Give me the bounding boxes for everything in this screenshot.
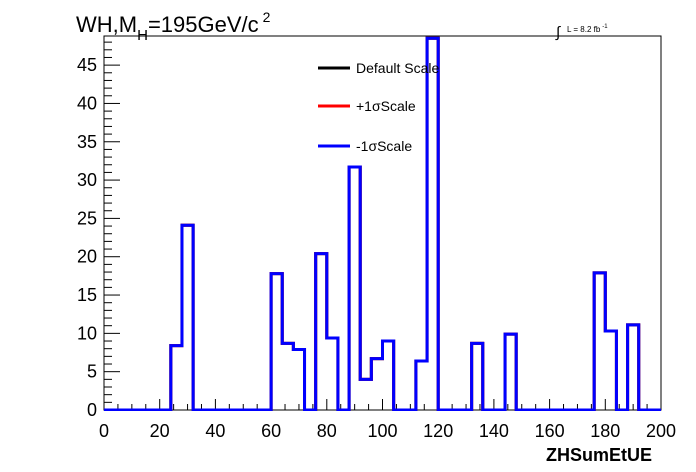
y-tick-label: 45 [77, 55, 97, 75]
legend-label: -1σScale [356, 138, 412, 154]
x-axis: 0 20 40 60 80 100 120 140 160 180 200 [99, 399, 676, 441]
y-tick-label: 10 [77, 323, 97, 343]
x-tick-label: 180 [590, 421, 620, 441]
x-tick-label: 140 [479, 421, 509, 441]
series-line-3 [104, 36, 661, 411]
x-tick-label: 200 [646, 421, 676, 441]
y-tick-label: 30 [77, 170, 97, 190]
y-tick-label: 40 [77, 93, 97, 113]
legend: Default Scale +1σScale -1σScale [318, 60, 439, 154]
series-layer [104, 36, 661, 411]
luminosity-label: L = 8.2 fb -1 [567, 24, 608, 34]
y-tick-label: 5 [87, 362, 97, 382]
legend-label: Default Scale [356, 60, 439, 76]
x-tick-label: 40 [205, 421, 225, 441]
y-tick-label: 25 [77, 208, 97, 228]
y-tick-label: 0 [87, 400, 97, 420]
x-tick-label: 80 [317, 421, 337, 441]
legend-label: +1σScale [356, 98, 416, 114]
x-tick-label: 100 [367, 421, 397, 441]
x-tick-label: 160 [535, 421, 565, 441]
chart-title: WH,MH=195GeV/c 2 [76, 9, 271, 44]
x-tick-label: 20 [150, 421, 170, 441]
x-axis-label: ZHSumEtUE [546, 445, 652, 465]
x-tick-label: 0 [99, 421, 109, 441]
y-tick-label: 15 [77, 285, 97, 305]
y-tick-label: 35 [77, 132, 97, 152]
integral-symbol: ∫ [555, 24, 562, 41]
y-axis: 0 5 10 15 20 25 30 35 40 45 [77, 41, 120, 420]
x-tick-label: 120 [423, 421, 453, 441]
x-tick-label: 60 [261, 421, 281, 441]
y-tick-label: 20 [77, 247, 97, 267]
